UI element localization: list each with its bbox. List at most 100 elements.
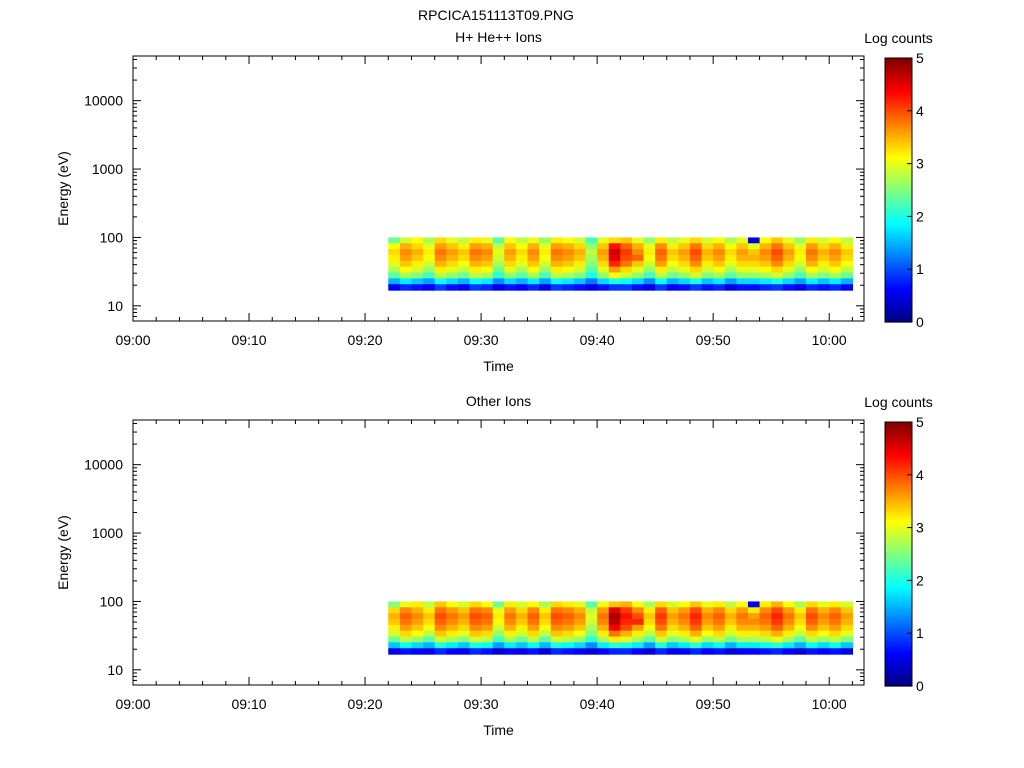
heatmap-cell bbox=[411, 278, 424, 285]
heatmap-cell bbox=[515, 260, 529, 268]
heatmap-cell bbox=[434, 613, 447, 620]
colorbar-segment bbox=[885, 158, 912, 162]
heatmap-cell bbox=[539, 618, 552, 626]
heatmap-cell bbox=[434, 243, 447, 250]
heatmap-cell bbox=[539, 284, 552, 291]
colorbar-segment bbox=[885, 638, 912, 642]
heatmap-cell bbox=[423, 607, 436, 614]
heatmap-cell bbox=[597, 648, 610, 655]
heatmap-cell bbox=[608, 630, 621, 638]
y-tick-label: 1000 bbox=[92, 525, 123, 541]
colorbar-segment bbox=[885, 105, 912, 109]
heatmap-cell bbox=[388, 278, 401, 285]
heatmap-cell bbox=[689, 648, 703, 655]
heatmap-cell bbox=[434, 249, 447, 256]
heatmap-cell bbox=[550, 648, 563, 655]
heatmap-cell bbox=[771, 278, 784, 285]
heatmap-cell bbox=[840, 624, 853, 632]
heatmap-cell bbox=[666, 642, 679, 649]
heatmap-cell bbox=[550, 266, 563, 274]
heatmap-cell bbox=[399, 237, 413, 244]
colorbar-segment bbox=[885, 580, 912, 584]
heatmap-cell bbox=[539, 272, 552, 279]
colorbar-segment bbox=[885, 250, 912, 254]
colorbar-segment bbox=[885, 155, 912, 159]
heatmap-cells bbox=[388, 601, 853, 655]
heatmap-cell bbox=[423, 254, 436, 262]
colorbar-segment bbox=[885, 680, 912, 684]
heatmap-cell bbox=[515, 243, 529, 250]
heatmap-cell bbox=[515, 613, 529, 620]
heatmap-cell bbox=[794, 260, 807, 268]
heatmap-cell bbox=[655, 636, 668, 643]
heatmap-cell bbox=[550, 249, 563, 256]
colorbar-segment bbox=[885, 139, 912, 144]
heatmap-cell bbox=[446, 243, 459, 250]
colorbar-segment bbox=[885, 240, 912, 244]
heatmap-cell bbox=[446, 648, 459, 655]
heatmap-cell bbox=[829, 237, 842, 244]
spectrogram-panel-2: 09:00 09:10 09:20 09:30 09:40 09:50 10:0010100… bbox=[55, 393, 933, 738]
heatmap-cell bbox=[771, 648, 784, 655]
heatmap-cell bbox=[678, 243, 691, 250]
heatmap-cell bbox=[446, 254, 459, 262]
heatmap-cell bbox=[759, 266, 772, 274]
heatmap-cell bbox=[504, 278, 517, 285]
heatmap-cell bbox=[736, 618, 749, 626]
colorbar-label: Log counts bbox=[864, 394, 933, 410]
heatmap-cell bbox=[562, 243, 575, 250]
heatmap-cell bbox=[643, 254, 656, 262]
heatmap-cell bbox=[724, 284, 737, 291]
heatmap-cell bbox=[713, 607, 726, 614]
heatmap-cell bbox=[713, 278, 726, 285]
heatmap-cell bbox=[388, 642, 401, 649]
colorbar-segment bbox=[885, 110, 912, 115]
heatmap-cell bbox=[631, 254, 645, 262]
heatmap-cell bbox=[411, 243, 424, 250]
heatmap-cell bbox=[771, 607, 784, 614]
heatmap-cell bbox=[805, 624, 819, 632]
heatmap-cell bbox=[655, 260, 668, 268]
heatmap-cell bbox=[782, 249, 795, 256]
heatmap-cell bbox=[608, 618, 621, 626]
heatmap-cell bbox=[655, 284, 668, 291]
heatmap-cell bbox=[666, 237, 679, 244]
colorbar-segment bbox=[885, 535, 912, 539]
heatmap-cell bbox=[492, 642, 505, 649]
heatmap-cell bbox=[492, 284, 505, 291]
heatmap-cell bbox=[388, 249, 401, 256]
x-tick-label: 09:00 bbox=[115, 332, 150, 348]
heatmap-cell bbox=[643, 284, 656, 291]
colorbar-segment bbox=[885, 622, 912, 626]
heatmap-cell bbox=[527, 601, 540, 608]
colorbar-segment bbox=[885, 274, 912, 278]
heatmap-cell bbox=[620, 249, 633, 256]
heatmap-cell bbox=[724, 613, 737, 620]
colorbar-segment bbox=[885, 68, 912, 72]
heatmap-cell bbox=[573, 254, 587, 262]
heatmap-cell bbox=[840, 272, 853, 279]
colorbar-segment bbox=[885, 266, 912, 270]
heatmap-cell bbox=[550, 613, 563, 620]
heatmap-cell bbox=[840, 243, 853, 250]
heatmap-cell bbox=[655, 243, 668, 250]
colorbar-tick-label: 1 bbox=[916, 261, 924, 277]
colorbar-segment bbox=[885, 205, 912, 210]
heatmap-cell bbox=[411, 237, 424, 244]
heatmap-cell bbox=[817, 624, 830, 632]
heatmap-cell bbox=[481, 243, 494, 250]
heatmap-cell bbox=[457, 237, 471, 244]
heatmap-cell bbox=[713, 249, 726, 256]
heatmap-cell bbox=[794, 630, 807, 638]
colorbar-segment bbox=[885, 609, 912, 613]
heatmap-cell bbox=[399, 607, 413, 614]
heatmap-cell bbox=[446, 618, 459, 626]
heatmap-cell bbox=[550, 607, 563, 614]
colorbar-segment bbox=[885, 171, 912, 175]
colorbar-segment bbox=[885, 147, 912, 151]
heatmap-cell bbox=[759, 601, 772, 608]
heatmap-cell bbox=[689, 254, 703, 262]
spectrogram-panel-1: 09:00 09:10 09:20 09:30 09:40 09:50 10:0010100… bbox=[55, 29, 933, 374]
heatmap-cell bbox=[829, 254, 842, 262]
heatmap-cell bbox=[388, 630, 401, 638]
